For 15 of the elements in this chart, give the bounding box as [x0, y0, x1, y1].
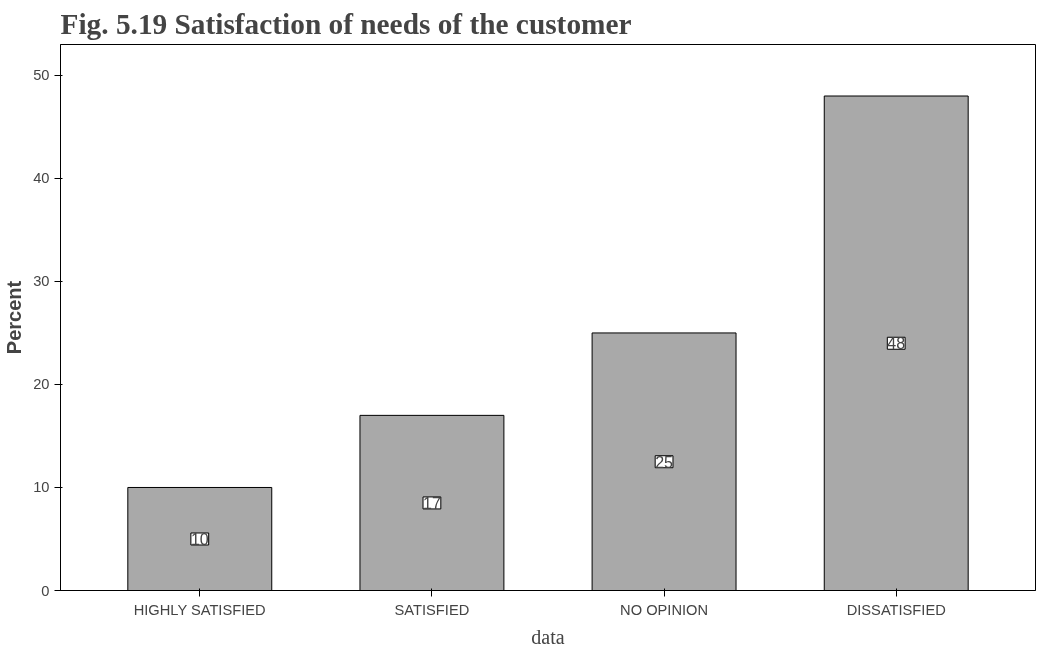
y-tick-label: 50: [33, 67, 50, 84]
y-tick-label: 10: [33, 479, 50, 496]
y-tick-label: 30: [33, 273, 50, 290]
y-tick-label: 40: [33, 170, 50, 187]
x-tick-label: NO OPINION: [620, 601, 709, 618]
x-tick-label: SATISFIED: [394, 601, 470, 618]
x-axis-title: data: [531, 625, 565, 648]
data-label: 17: [423, 494, 441, 512]
y-axis-title: Percent: [3, 280, 26, 355]
y-tick-label: 0: [41, 582, 50, 599]
chart-title: Fig. 5.19 Satisfaction of needs of the customer: [60, 7, 632, 40]
y-tick-label: 20: [33, 376, 50, 393]
x-tick-label: DISSATISFIED: [846, 601, 946, 618]
data-label: 10: [190, 530, 209, 548]
x-tick-label: HIGHLY SATISFIED: [133, 601, 266, 618]
